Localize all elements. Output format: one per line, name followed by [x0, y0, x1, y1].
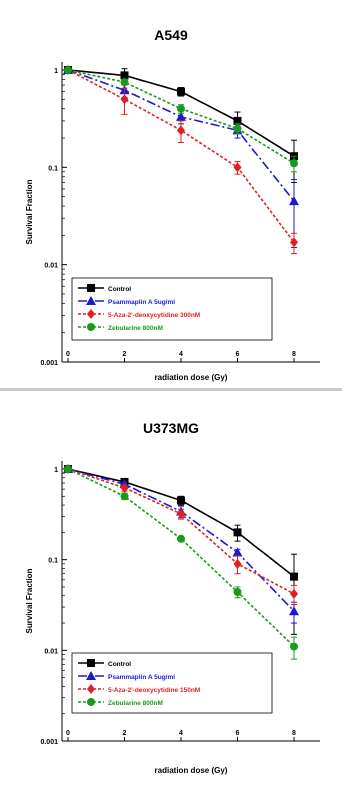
y-tick-label: 0.001	[40, 739, 58, 746]
chart-title: U373MG	[143, 420, 199, 436]
data-point	[289, 606, 299, 616]
data-point	[233, 587, 242, 596]
x-tick-label: 2	[123, 351, 127, 358]
x-tick-label: 8	[292, 730, 296, 737]
legend-marker	[87, 684, 95, 694]
data-point	[289, 196, 299, 206]
data-point	[233, 528, 242, 537]
x-axis-label: radiation dose (Gy)	[155, 373, 228, 382]
y-tick-label: 0.001	[40, 360, 58, 367]
x-tick-label: 6	[236, 730, 240, 737]
legend-marker	[87, 284, 95, 292]
legend-label: 5-Aza-2'-deoxycytidine 150nM	[108, 687, 200, 694]
data-point	[233, 558, 242, 569]
panel-divider	[0, 388, 342, 391]
legend-marker	[86, 296, 96, 305]
series-2	[64, 464, 298, 606]
data-point	[64, 66, 72, 74]
chart-a549: A549 0.001 0.01 0.1 1 0 2 4 6 8 Survival Fraction r…	[25, 27, 320, 382]
legend-marker	[87, 309, 95, 319]
series-line	[67, 69, 295, 243]
legend: Control Psammaplin A 5ug/ml 5-Aza-2'-deoxy…	[71, 652, 273, 714]
data-point	[233, 116, 242, 125]
data-point	[120, 482, 129, 493]
legend-label: Control	[108, 286, 131, 293]
series-1	[63, 464, 299, 624]
data-point	[177, 87, 185, 96]
series-2	[64, 65, 298, 255]
x-axis-label: radiation dose (Gy)	[155, 766, 228, 775]
series-3	[64, 66, 298, 173]
series-3	[64, 465, 298, 660]
data-point	[120, 492, 129, 501]
data-point	[290, 642, 298, 651]
legend-label: 5-Aza-2'-deoxycytidine 300nM	[108, 312, 200, 319]
legend-marker	[87, 323, 95, 331]
x-tick-label: 4	[179, 351, 183, 358]
data-point	[177, 104, 185, 113]
chart-title: A549	[154, 27, 188, 43]
data-point	[120, 71, 129, 80]
legend-box	[71, 652, 273, 714]
data-point	[290, 572, 298, 581]
data-point	[120, 94, 129, 105]
data-point	[233, 162, 242, 173]
y-tick-label: 1	[54, 68, 58, 75]
chart-u373mg: U373MG 0.001 0.01 0.1 1 0 2 4 6 8 Survival Fractio…	[25, 420, 320, 775]
y-tick-label: 0.01	[44, 263, 58, 270]
legend-marker	[87, 698, 95, 706]
data-point	[177, 125, 185, 136]
legend-marker	[87, 659, 95, 667]
data-point	[177, 534, 185, 543]
y-tick-label: 0.1	[48, 558, 58, 565]
y-axis-label: Survival Fraction	[25, 568, 34, 633]
data-point	[290, 159, 298, 168]
series-0	[64, 465, 298, 635]
chart-panel-u373mg: U373MG 0.001 0.01 0.1 1 0 2 4 6 8 Survival Fractio…	[0, 391, 342, 795]
x-tick-label: 2	[123, 730, 127, 737]
y-axis-label: Survival Fraction	[25, 179, 34, 244]
data-point	[176, 111, 186, 121]
data-point	[290, 588, 298, 599]
x-tick-label: 8	[292, 351, 296, 358]
data-point	[120, 78, 129, 87]
data-point	[232, 547, 243, 557]
legend-label: Zebularine 800nM	[108, 700, 163, 707]
series-line	[67, 468, 295, 595]
x-tick-label: 0	[66, 730, 70, 737]
legend: Control Psammaplin A 5ug/ml 5-Aza-2'-deoxy…	[71, 277, 273, 341]
legend-box	[71, 277, 273, 341]
data-point	[177, 508, 185, 519]
x-tick-label: 4	[179, 730, 183, 737]
legend-marker	[86, 671, 96, 680]
data-point	[177, 496, 185, 505]
legend-label: Psammaplin A 5ug/ml	[108, 299, 175, 306]
y-tick-label: 0.01	[44, 648, 58, 655]
data-point	[64, 465, 72, 473]
x-tick-label: 6	[236, 351, 240, 358]
chart-panel-a549: A549 0.001 0.01 0.1 1 0 2 4 6 8 Survival Fraction r…	[0, 0, 342, 388]
data-point	[290, 237, 298, 248]
legend-label: Zebularine 800nM	[108, 325, 163, 332]
legend-label: Psammaplin A 5ug/ml	[108, 674, 175, 681]
y-tick-label: 0.1	[48, 165, 58, 172]
legend-label: Control	[108, 661, 131, 668]
y-tick-label: 1	[54, 467, 58, 474]
series-line	[67, 468, 295, 648]
x-tick-label: 0	[66, 351, 70, 358]
data-point	[233, 124, 242, 133]
